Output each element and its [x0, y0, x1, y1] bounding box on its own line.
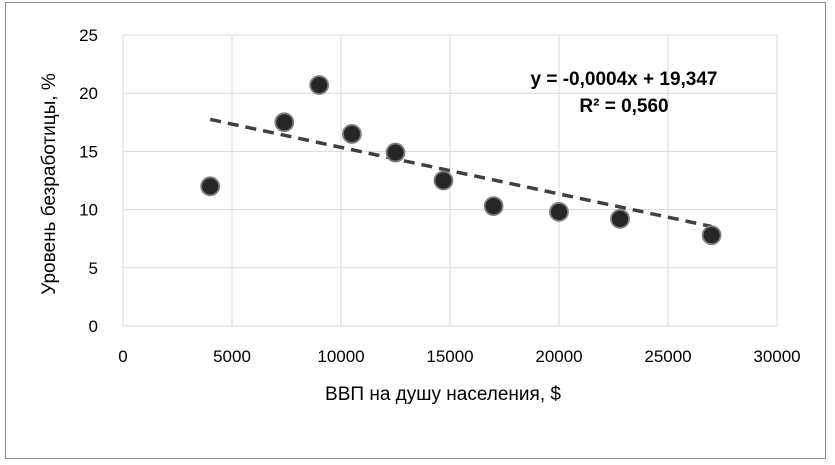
- x-tick-label: 30000: [753, 347, 800, 366]
- trendline: [209, 117, 712, 229]
- data-point: [610, 209, 630, 229]
- x-tick-label: 10000: [317, 347, 364, 366]
- data-point: [701, 225, 722, 246]
- chart-frame: 0 5000 10000 15000 20000 25000 30000 0 5 10 15 20 25…: [5, 2, 826, 459]
- x-tick-label: 0: [118, 347, 127, 366]
- tick-labels: 0 5000 10000 15000 20000 25000 30000 0 5 10 15 20 25: [79, 26, 801, 366]
- data-point: [274, 112, 295, 133]
- y-axis-title: Уровень безработицы, %: [39, 73, 60, 295]
- trendline-layer: [209, 117, 712, 229]
- x-tick-label: 15000: [426, 347, 473, 366]
- y-tick-label: 0: [89, 317, 98, 336]
- data-point: [309, 75, 330, 95]
- y-tick-label: 5: [89, 259, 98, 278]
- data-point: [433, 170, 454, 191]
- data-point: [200, 176, 221, 197]
- trendline-equation: y = -0,0004x + 19,347: [531, 69, 718, 90]
- x-tick-label: 5000: [213, 347, 251, 366]
- trendline-r-squared: R² = 0,560: [579, 96, 668, 117]
- gridlines: [122, 34, 778, 327]
- y-tick-label: 15: [79, 142, 98, 161]
- data-point: [483, 196, 504, 217]
- data-points: [200, 75, 722, 246]
- x-axis-title: ВВП на душу населения, $: [325, 384, 561, 405]
- x-tick-label: 25000: [644, 347, 691, 366]
- x-tick-label: 20000: [535, 347, 582, 366]
- y-tick-label: 20: [79, 84, 98, 103]
- scatter-chart: 0 5000 10000 15000 20000 25000 30000 0 5 10 15 20 25…: [39, 26, 801, 405]
- data-point: [341, 124, 362, 144]
- y-tick-label: 10: [79, 201, 98, 220]
- data-point: [385, 142, 406, 163]
- data-point: [549, 202, 569, 222]
- y-tick-label: 25: [79, 26, 98, 45]
